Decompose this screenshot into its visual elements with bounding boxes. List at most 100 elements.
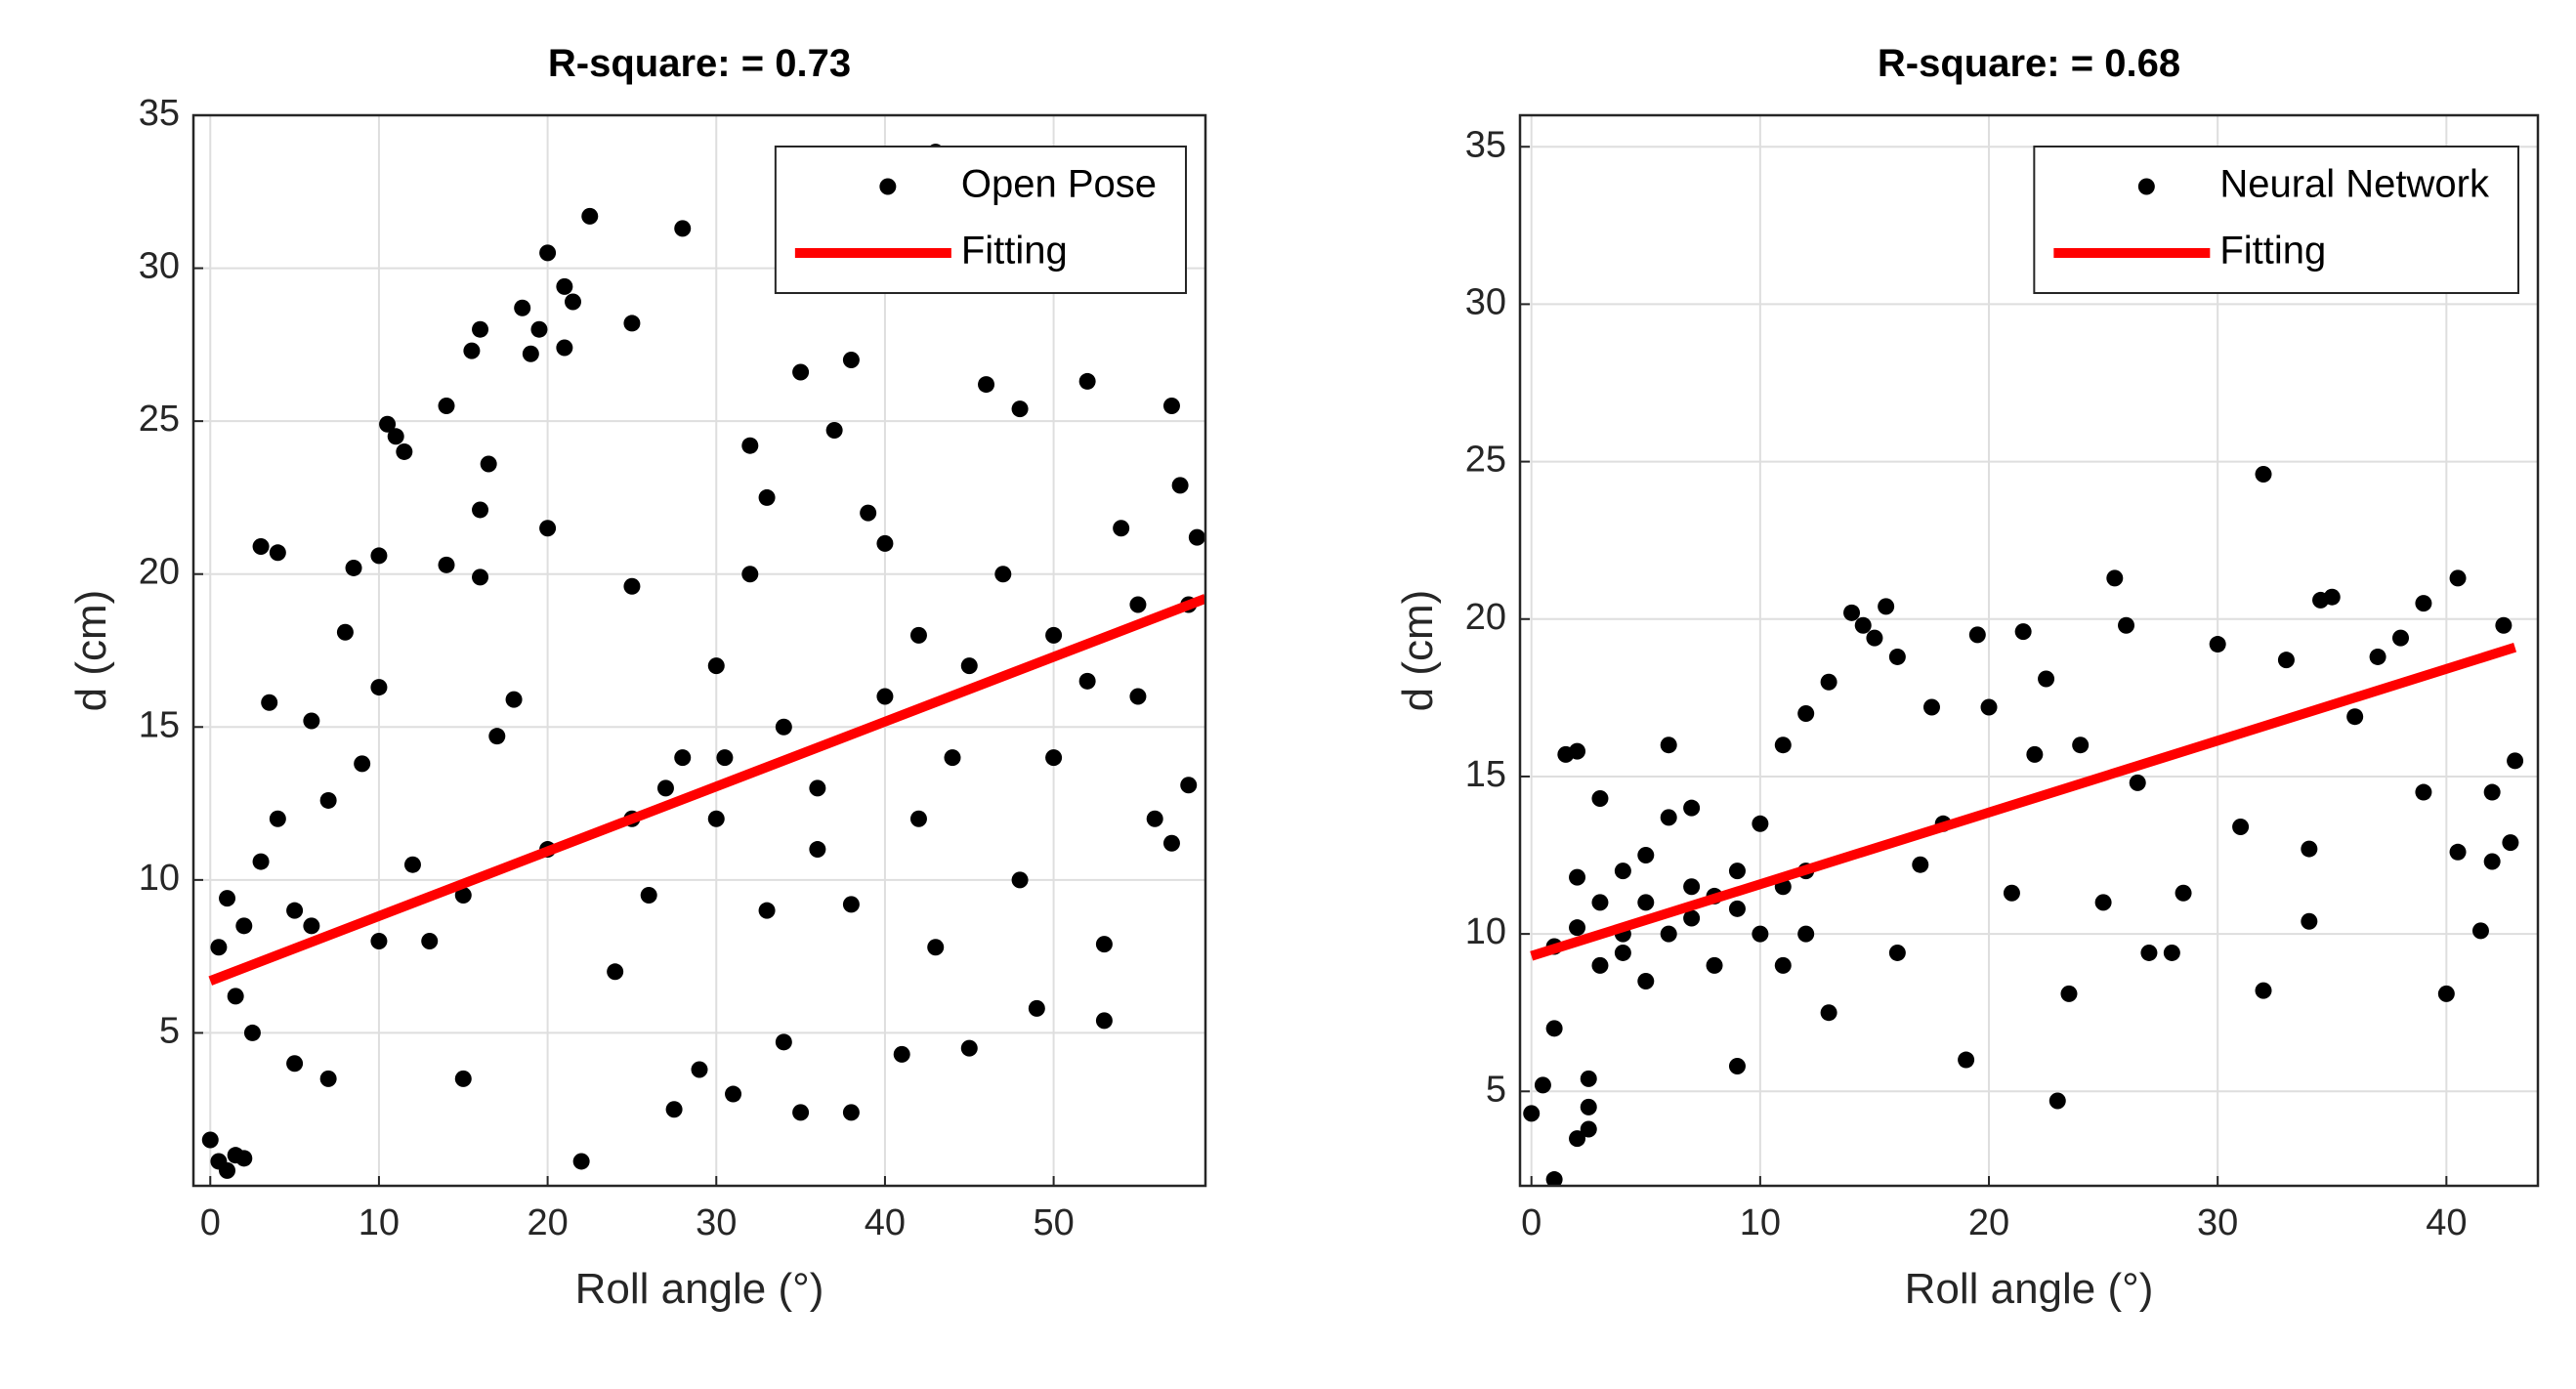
point — [303, 712, 320, 730]
legend-swatch — [2137, 178, 2155, 195]
point — [556, 277, 573, 295]
y-tick-label: 20 — [1465, 597, 1506, 638]
point — [1129, 596, 1147, 613]
y-tick-label: 35 — [139, 93, 180, 134]
point — [1637, 894, 1655, 911]
point — [243, 1024, 261, 1041]
point — [565, 293, 581, 311]
point — [2301, 840, 2318, 858]
subplot: 0 10 20 30 40 50 5 10 15 20 25 30 35 R-square: = 0.73… — [67, 42, 1207, 1313]
point — [2483, 783, 2501, 801]
point — [1078, 672, 1096, 690]
point — [387, 428, 404, 445]
point — [1011, 871, 1029, 889]
point — [623, 577, 641, 595]
point — [1028, 999, 1045, 1017]
point — [396, 442, 413, 460]
point — [1162, 397, 1180, 414]
point — [623, 315, 641, 332]
point — [2140, 944, 2158, 961]
fit-line — [1530, 643, 2517, 961]
point — [876, 534, 894, 552]
x-axis-label: Roll angle (°) — [1905, 1265, 2154, 1313]
point — [235, 917, 253, 935]
point — [2014, 623, 2032, 641]
point — [1162, 834, 1180, 852]
point — [1011, 400, 1029, 418]
point — [1866, 629, 1883, 647]
point — [1569, 1130, 1586, 1148]
x-tick-label: 10 — [359, 1202, 400, 1243]
point — [2094, 894, 2112, 911]
point — [438, 397, 455, 414]
x-tick-label: 40 — [865, 1202, 906, 1243]
point — [1614, 863, 1631, 880]
point — [809, 841, 826, 859]
point — [1683, 878, 1701, 896]
point — [1912, 856, 1929, 873]
point — [2026, 745, 2044, 763]
point — [1637, 847, 1655, 864]
point — [2232, 819, 2250, 836]
point — [1580, 1070, 1597, 1087]
point — [319, 1070, 337, 1087]
point — [775, 718, 792, 736]
point — [1580, 1098, 1597, 1115]
point — [2507, 752, 2524, 770]
subplot: 0 10 20 30 40 5 10 15 20 25 30 35 R-square: = 0.68 Ro… — [1394, 42, 2540, 1313]
point — [758, 902, 776, 919]
x-tick-label: 0 — [200, 1202, 221, 1243]
point — [665, 1101, 683, 1118]
point — [227, 988, 244, 1005]
point — [505, 691, 523, 708]
y-axis-label: d (cm) — [67, 590, 115, 712]
point — [792, 363, 810, 381]
point — [2301, 912, 2318, 930]
x-axis-label: Roll angle (°) — [575, 1265, 824, 1313]
point — [842, 1104, 860, 1121]
point — [2483, 853, 2501, 870]
point — [303, 917, 320, 935]
legend: Neural Network Fitting — [2033, 146, 2519, 294]
y-tick-label: 20 — [139, 552, 180, 593]
point — [235, 1150, 253, 1167]
point — [809, 779, 826, 797]
point — [1774, 956, 1792, 974]
y-tick-label: 5 — [159, 1010, 180, 1051]
point — [1820, 673, 1837, 691]
point — [674, 220, 692, 237]
point — [286, 902, 304, 919]
point — [2060, 985, 2078, 1002]
point — [656, 779, 674, 797]
point — [2277, 652, 2295, 669]
point — [640, 887, 657, 905]
point — [336, 623, 354, 641]
point — [354, 755, 371, 773]
point — [1922, 698, 1940, 716]
point — [1878, 598, 1895, 615]
point — [758, 488, 776, 506]
point — [252, 853, 270, 870]
point — [345, 559, 362, 576]
point — [707, 810, 725, 827]
point — [927, 939, 945, 956]
y-tick-label: 5 — [1486, 1069, 1506, 1110]
point — [1113, 520, 1130, 537]
point — [960, 657, 978, 675]
y-tick-label: 35 — [1465, 124, 1506, 165]
legend-label: Neural Network — [2219, 163, 2490, 206]
point — [1045, 626, 1063, 644]
point — [1660, 809, 1677, 826]
point — [1078, 372, 1096, 390]
point — [1188, 528, 1205, 546]
point — [1095, 936, 1113, 953]
point — [1660, 737, 1677, 754]
point — [2072, 737, 2090, 754]
y-tick-label: 15 — [1465, 754, 1506, 795]
point — [530, 320, 548, 338]
point — [421, 932, 439, 949]
point — [454, 887, 472, 905]
point — [2437, 985, 2455, 1002]
point — [1728, 863, 1746, 880]
